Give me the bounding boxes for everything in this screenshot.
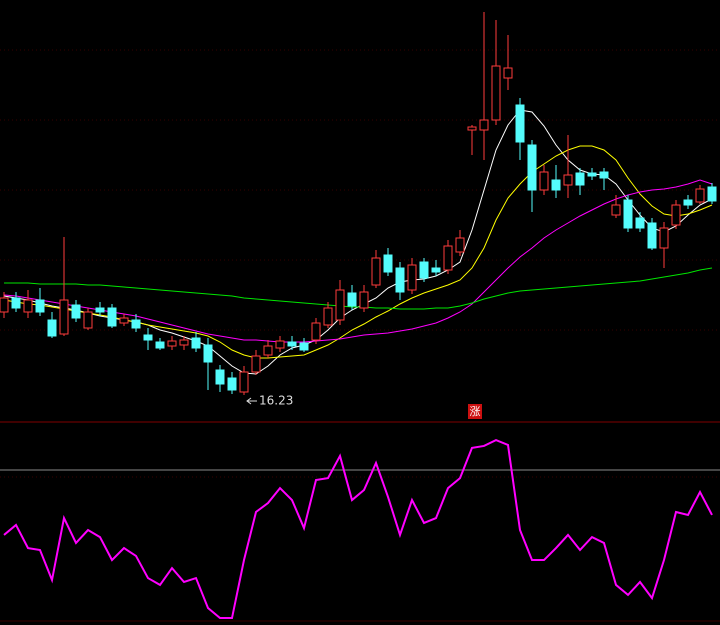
candle-body <box>227 377 237 391</box>
candle-body <box>155 341 165 349</box>
candle-body <box>587 172 597 177</box>
candle-body <box>623 199 633 229</box>
candle-body <box>383 254 393 273</box>
candle-body <box>491 65 501 121</box>
candle-body <box>671 204 681 226</box>
moving-average-line <box>4 267 713 310</box>
candle-body <box>215 369 225 385</box>
candle-body <box>59 299 69 335</box>
candle-body <box>23 299 33 313</box>
grid <box>0 49 720 331</box>
candle-body <box>131 319 141 329</box>
candle-body <box>47 319 57 337</box>
candle-body <box>659 227 669 249</box>
candle-body <box>575 172 585 186</box>
candle-body <box>683 199 693 206</box>
candle-body <box>695 188 705 203</box>
candle-body <box>635 217 645 229</box>
candle-body <box>707 186 717 202</box>
candle-body <box>407 264 417 291</box>
candle-body <box>143 334 153 341</box>
candle-body <box>455 237 465 253</box>
candle-body <box>179 339 189 346</box>
candle-body <box>599 171 609 179</box>
candle-body <box>35 299 45 313</box>
candle-body <box>419 261 429 279</box>
badge-box <box>468 404 482 419</box>
candle-body <box>287 341 297 347</box>
candle-body <box>443 245 453 271</box>
candle-body <box>503 67 513 79</box>
candle-body <box>359 291 369 309</box>
candle-body <box>371 257 381 286</box>
candle-body <box>395 267 405 293</box>
candle-body <box>647 222 657 249</box>
moving-average-line <box>3 179 713 343</box>
candle-body <box>515 104 525 143</box>
candle-body <box>83 311 93 329</box>
low-price-label: 16.23 <box>259 394 293 408</box>
candle-body <box>167 340 177 347</box>
low-arrow-head <box>246 397 252 405</box>
candle-body <box>203 344 213 363</box>
badge-text: 涨 <box>470 405 481 418</box>
indicator-line <box>3 438 713 620</box>
candle-body <box>611 204 621 216</box>
candle-body <box>431 267 441 273</box>
candle-body <box>323 307 333 326</box>
candle-body <box>0 297 9 313</box>
candle-body <box>275 340 285 349</box>
candle-body <box>119 317 129 324</box>
candle-body <box>467 126 477 131</box>
candle-body <box>347 292 357 307</box>
candle-body <box>191 337 201 349</box>
candle-body <box>263 345 273 356</box>
candle-body <box>251 355 261 373</box>
candle-body <box>299 342 309 351</box>
candle-body <box>539 171 549 191</box>
candle-body <box>563 174 573 186</box>
candle-body <box>551 179 561 191</box>
candle-body <box>479 119 489 131</box>
candle-body <box>95 307 105 313</box>
candle-body <box>527 144 537 191</box>
candle-body <box>335 289 345 321</box>
candle-body <box>11 297 21 309</box>
candle-body <box>239 371 249 393</box>
candle-body <box>107 307 117 327</box>
candle-body <box>311 322 321 341</box>
candle-body <box>71 304 81 319</box>
